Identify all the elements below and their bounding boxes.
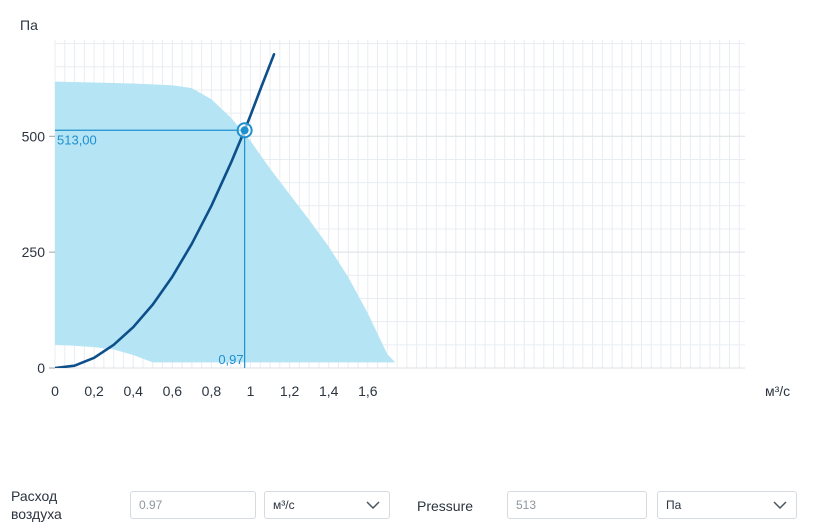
- pressure-input[interactable]: [507, 491, 647, 519]
- operating-flow-label: 0,97: [218, 352, 243, 367]
- system-curve: [55, 53, 276, 368]
- operating-pressure-label: 513,00: [57, 132, 97, 147]
- x-tick-label: 0,8: [202, 383, 222, 399]
- x-tick-label: 0: [51, 383, 59, 399]
- y-axis-label: Па: [20, 17, 38, 33]
- pressure-unit-value: Па: [666, 498, 682, 512]
- x-tick-label: 0,6: [163, 383, 183, 399]
- chevron-down-icon: [366, 501, 380, 510]
- airflow-input[interactable]: [130, 491, 256, 519]
- chevron-down-icon: [773, 501, 787, 510]
- operating-point-dot: [240, 126, 249, 135]
- x-tick-label: 0,2: [84, 383, 104, 399]
- x-axis-label: м³/с: [765, 383, 790, 399]
- x-tick-label: 1,6: [358, 383, 378, 399]
- y-tick-label: 500: [22, 128, 46, 144]
- x-tick-label: 1: [247, 383, 255, 399]
- operating-range-area: [55, 81, 396, 363]
- y-tick-label: 0: [37, 360, 45, 376]
- x-axis-ticks: 0 0,2 0,4 0,6 0,8 1 1,2 1,4 1,6: [51, 383, 378, 399]
- airflow-unit-value: м³/с: [273, 498, 295, 512]
- x-tick-label: 1,4: [319, 383, 339, 399]
- selection-controls: Расход воздуха м³/с Pressure Па: [0, 486, 813, 532]
- pressure-unit-select[interactable]: Па: [657, 491, 797, 519]
- airflow-label: Расход воздуха: [11, 488, 62, 522]
- y-tick-label: 250: [22, 244, 46, 260]
- pressure-label: Pressure: [417, 498, 474, 514]
- x-tick-label: 0,4: [123, 383, 143, 399]
- x-tick-label: 1,2: [280, 383, 300, 399]
- airflow-unit-select[interactable]: м³/с: [264, 491, 390, 519]
- y-axis-ticks: 0 250 500: [22, 128, 55, 376]
